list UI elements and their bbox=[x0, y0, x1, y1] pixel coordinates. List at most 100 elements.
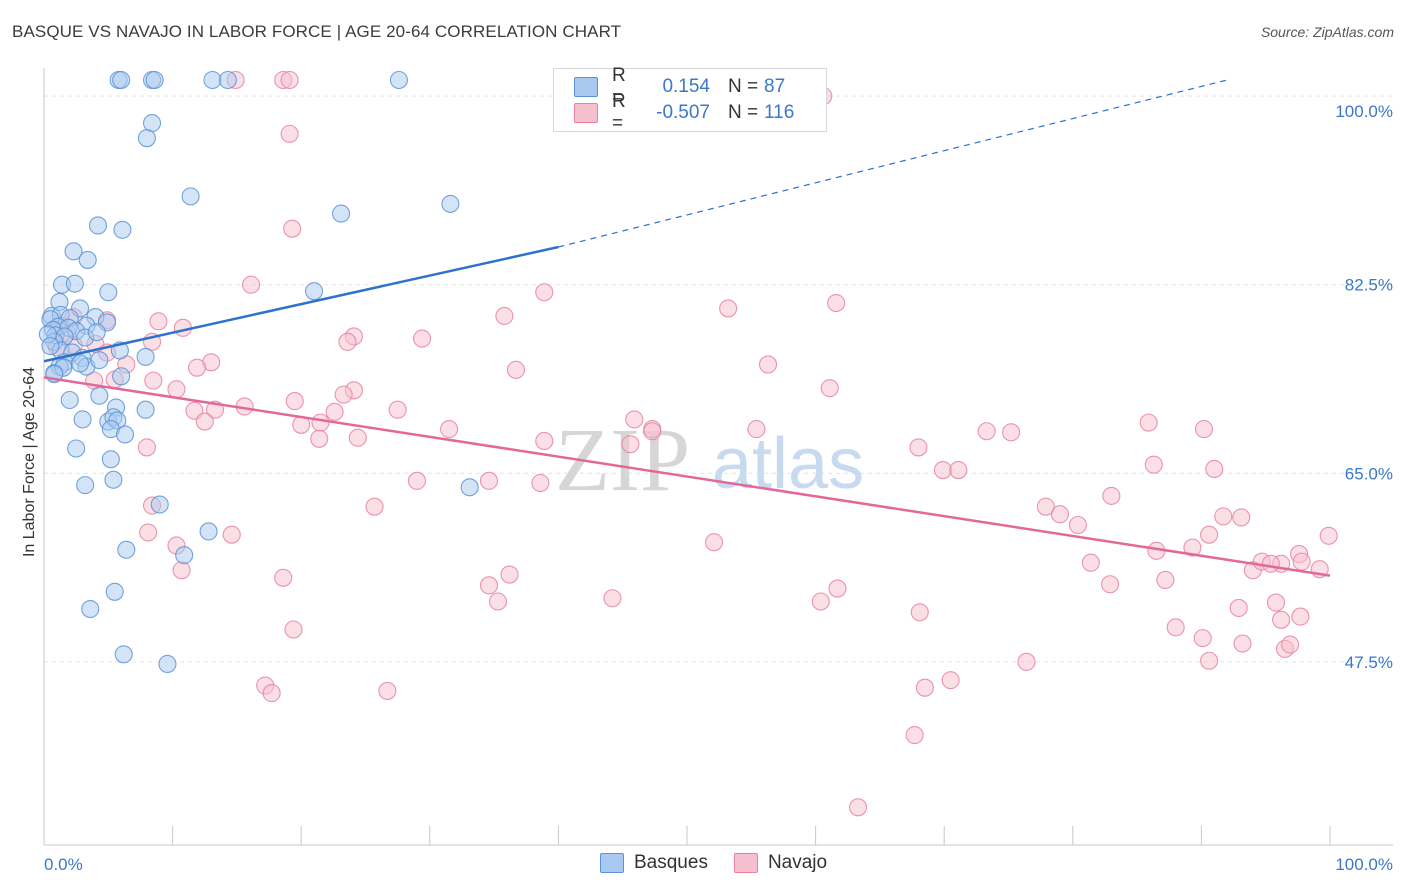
watermark: ZIP atlas bbox=[555, 411, 864, 510]
legend-row-navajo: R = -0.507 N = 116 bbox=[574, 91, 795, 134]
data-point-navajo bbox=[1232, 508, 1251, 527]
data-point-basques bbox=[73, 410, 92, 429]
data-point-basques bbox=[101, 450, 120, 469]
data-point-basques bbox=[114, 645, 133, 664]
data-point-navajo bbox=[334, 385, 353, 404]
data-point-navajo bbox=[977, 422, 996, 441]
data-point-navajo bbox=[222, 525, 241, 544]
data-point-navajo bbox=[1214, 507, 1233, 526]
data-point-basques bbox=[115, 425, 135, 444]
legend-item-basques: Basques bbox=[600, 852, 708, 874]
tick-labels: 100.0% 82.5% 65.0% 47.5% 0.0% 100.0% bbox=[44, 102, 1393, 874]
data-point-navajo bbox=[1101, 575, 1120, 594]
data-point-navajo bbox=[820, 379, 839, 398]
data-point-navajo bbox=[625, 410, 644, 429]
data-point-navajo bbox=[909, 438, 928, 457]
data-point-navajo bbox=[274, 568, 293, 587]
basques-legend-swatch bbox=[600, 853, 624, 873]
data-point-navajo bbox=[479, 471, 499, 490]
data-point-basques bbox=[90, 351, 109, 370]
data-point-navajo bbox=[378, 681, 397, 700]
data-point-navajo bbox=[479, 576, 499, 595]
series-legend: Basques Navajo bbox=[600, 852, 853, 874]
data-point-navajo bbox=[495, 306, 514, 326]
data-point-navajo bbox=[1193, 629, 1212, 648]
data-point-navajo bbox=[1002, 423, 1021, 442]
data-point-navajo bbox=[137, 438, 156, 457]
data-point-navajo bbox=[365, 497, 384, 516]
data-point-navajo bbox=[144, 371, 163, 390]
watermark-atlas: atlas bbox=[712, 424, 864, 504]
data-point-navajo bbox=[1291, 607, 1310, 626]
data-point-basques bbox=[305, 282, 324, 301]
data-point-navajo bbox=[603, 589, 622, 608]
data-point-navajo bbox=[500, 565, 519, 584]
legend-row-basques: R = 0.154 N = 87 bbox=[574, 65, 786, 108]
data-point-navajo bbox=[262, 684, 281, 703]
data-point-navajo bbox=[1292, 552, 1311, 571]
navajo-swatch bbox=[574, 103, 598, 123]
data-point-navajo bbox=[758, 355, 778, 374]
navajo-trend-line bbox=[43, 376, 1331, 577]
data-point-navajo bbox=[1194, 420, 1214, 439]
data-point-navajo bbox=[280, 70, 299, 90]
data-point-navajo bbox=[704, 533, 724, 552]
data-point-navajo bbox=[1229, 598, 1248, 618]
data-point-navajo bbox=[828, 579, 847, 598]
data-point-navajo bbox=[506, 360, 526, 379]
data-point-navajo bbox=[915, 678, 934, 697]
data-point-navajo bbox=[1017, 652, 1036, 671]
data-point-navajo bbox=[1266, 593, 1286, 612]
data-point-navajo bbox=[1081, 553, 1100, 572]
data-point-navajo bbox=[1068, 515, 1087, 535]
data-point-basques bbox=[64, 242, 83, 261]
data-point-navajo bbox=[535, 431, 554, 451]
data-point-navajo bbox=[407, 471, 426, 490]
data-point-basques bbox=[136, 400, 155, 419]
data-point-basques bbox=[389, 70, 408, 90]
data-point-navajo bbox=[747, 420, 766, 439]
data-point-navajo bbox=[1319, 526, 1338, 545]
r-label: R = bbox=[612, 65, 626, 108]
axes: In Labor Force | Age 20-64 bbox=[21, 68, 1393, 846]
y-tick-label: 82.5% bbox=[1345, 276, 1393, 295]
basques-trend-extension bbox=[558, 79, 1228, 248]
data-point-navajo bbox=[1050, 505, 1069, 524]
x-tick-label: 100.0% bbox=[1335, 855, 1393, 874]
y-axis-label: In Labor Force | Age 20-64 bbox=[21, 367, 38, 557]
data-point-basques bbox=[150, 495, 169, 514]
data-point-basques bbox=[112, 70, 131, 90]
data-point-navajo bbox=[905, 726, 924, 745]
grid-lines bbox=[44, 95, 1393, 663]
data-point-navajo bbox=[1233, 634, 1252, 653]
data-point-basques bbox=[90, 386, 109, 405]
basques-legend-label: Basques bbox=[634, 852, 708, 873]
correlation-legend: R = 0.154 N = 87 R = -0.507 N = 116 bbox=[553, 65, 827, 134]
data-point-navajo bbox=[241, 275, 261, 294]
data-point-navajo bbox=[535, 283, 554, 302]
data-point-navajo bbox=[285, 392, 304, 411]
data-point-basques bbox=[41, 337, 60, 356]
data-point-navajo bbox=[1200, 651, 1219, 670]
data-point-navajo bbox=[167, 380, 186, 399]
r-value: 0.154 bbox=[662, 76, 710, 97]
data-point-basques bbox=[218, 70, 237, 90]
data-point-navajo bbox=[1205, 459, 1224, 479]
data-point-navajo bbox=[933, 460, 952, 480]
r-value: -0.507 bbox=[656, 102, 710, 123]
data-point-basques bbox=[87, 323, 106, 342]
data-point-navajo bbox=[1144, 455, 1163, 474]
legend-item-navajo: Navajo bbox=[733, 852, 827, 874]
data-point-navajo bbox=[1183, 538, 1202, 557]
n-value: 116 bbox=[764, 102, 795, 123]
data-point-navajo bbox=[1166, 618, 1185, 637]
data-point-navajo bbox=[284, 620, 303, 639]
data-point-basques bbox=[78, 250, 97, 269]
data-point-basques bbox=[81, 599, 100, 619]
data-point-basques bbox=[460, 478, 479, 497]
data-point-navajo bbox=[1261, 554, 1280, 573]
data-point-navajo bbox=[172, 561, 191, 580]
data-point-navajo bbox=[325, 402, 344, 421]
n-value: 87 bbox=[764, 76, 786, 97]
